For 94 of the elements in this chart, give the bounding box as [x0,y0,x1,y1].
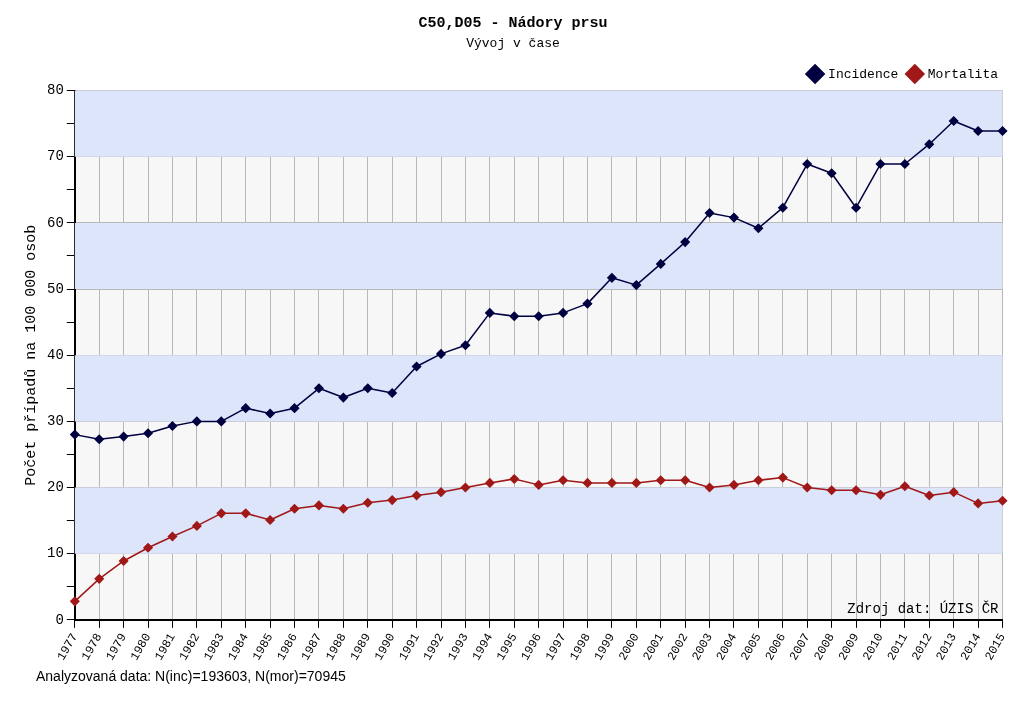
point [363,498,373,508]
y-tick-label: 50 [46,280,64,297]
point [436,349,446,359]
text: Analyzovaná data: N(inc)=193603, N(mor)=70945 [36,667,346,684]
point [655,475,666,486]
point [631,478,642,488]
point [509,311,519,321]
point [802,482,812,493]
point [924,490,935,501]
point [900,159,910,169]
point [900,481,910,491]
point [729,480,739,490]
legend-label: Mortalita [927,66,999,82]
point [118,431,129,442]
point [387,388,397,398]
point [729,212,739,223]
point [607,273,617,283]
y-tick-label: 0 [55,611,64,628]
point [363,383,373,394]
point [704,208,715,218]
point [851,485,861,495]
y-tick-label: 70 [46,148,64,165]
point [289,403,300,413]
point [265,408,275,419]
point [411,490,422,501]
point [460,340,471,351]
point [192,416,202,427]
point [167,421,178,431]
point [973,498,983,509]
point [289,503,300,514]
point [680,237,690,247]
point [851,202,861,213]
point [655,259,666,269]
point [314,500,324,511]
chart-title: C50,D05 - Nádory prsu [418,14,608,32]
point [314,383,324,394]
legend-label: Incidence [828,66,899,82]
point [924,139,935,149]
y-tick-label: 60 [46,214,64,231]
point [411,361,422,372]
point [802,159,812,169]
point [485,308,495,318]
point [240,508,251,519]
point [778,472,788,483]
point [192,521,202,531]
point [240,403,251,413]
point [265,515,275,525]
point [167,531,178,542]
point [216,416,227,427]
point [70,596,80,607]
point [680,475,690,486]
point [973,126,983,136]
y-tick-label: 80 [46,82,64,99]
point [118,556,129,566]
point [216,508,227,519]
point [558,475,568,486]
point [94,574,104,584]
point [778,202,788,213]
y-tick-label: 10 [46,545,64,562]
point [753,475,764,486]
point [582,298,593,309]
y-tick-label: 40 [46,346,64,363]
chart-subtitle: Vývoj v čase [466,36,560,52]
point [875,159,886,169]
point [948,116,959,126]
point [143,428,153,439]
point [338,392,349,403]
point [533,480,544,490]
y-axis-title: Počet případů na 100 000 osob [22,224,40,486]
point [94,434,104,444]
annotation: Zdroj dat: ÚZIS ČR [847,599,1000,617]
point [143,542,153,553]
point [558,308,568,318]
point [826,485,837,495]
point [460,482,471,493]
point [582,478,593,488]
point [631,280,642,290]
point [753,223,764,233]
y-tick-label: 30 [46,413,64,430]
point [826,168,837,179]
point [436,487,446,497]
point [338,503,349,514]
point [509,474,519,484]
point [875,490,886,500]
point [70,429,80,440]
y-tick-label: 20 [46,479,64,496]
point [485,478,495,488]
point [704,482,715,493]
point [948,487,959,497]
point [607,478,617,488]
point [387,495,397,505]
point [997,496,1008,506]
point [997,126,1008,136]
point [533,311,544,321]
